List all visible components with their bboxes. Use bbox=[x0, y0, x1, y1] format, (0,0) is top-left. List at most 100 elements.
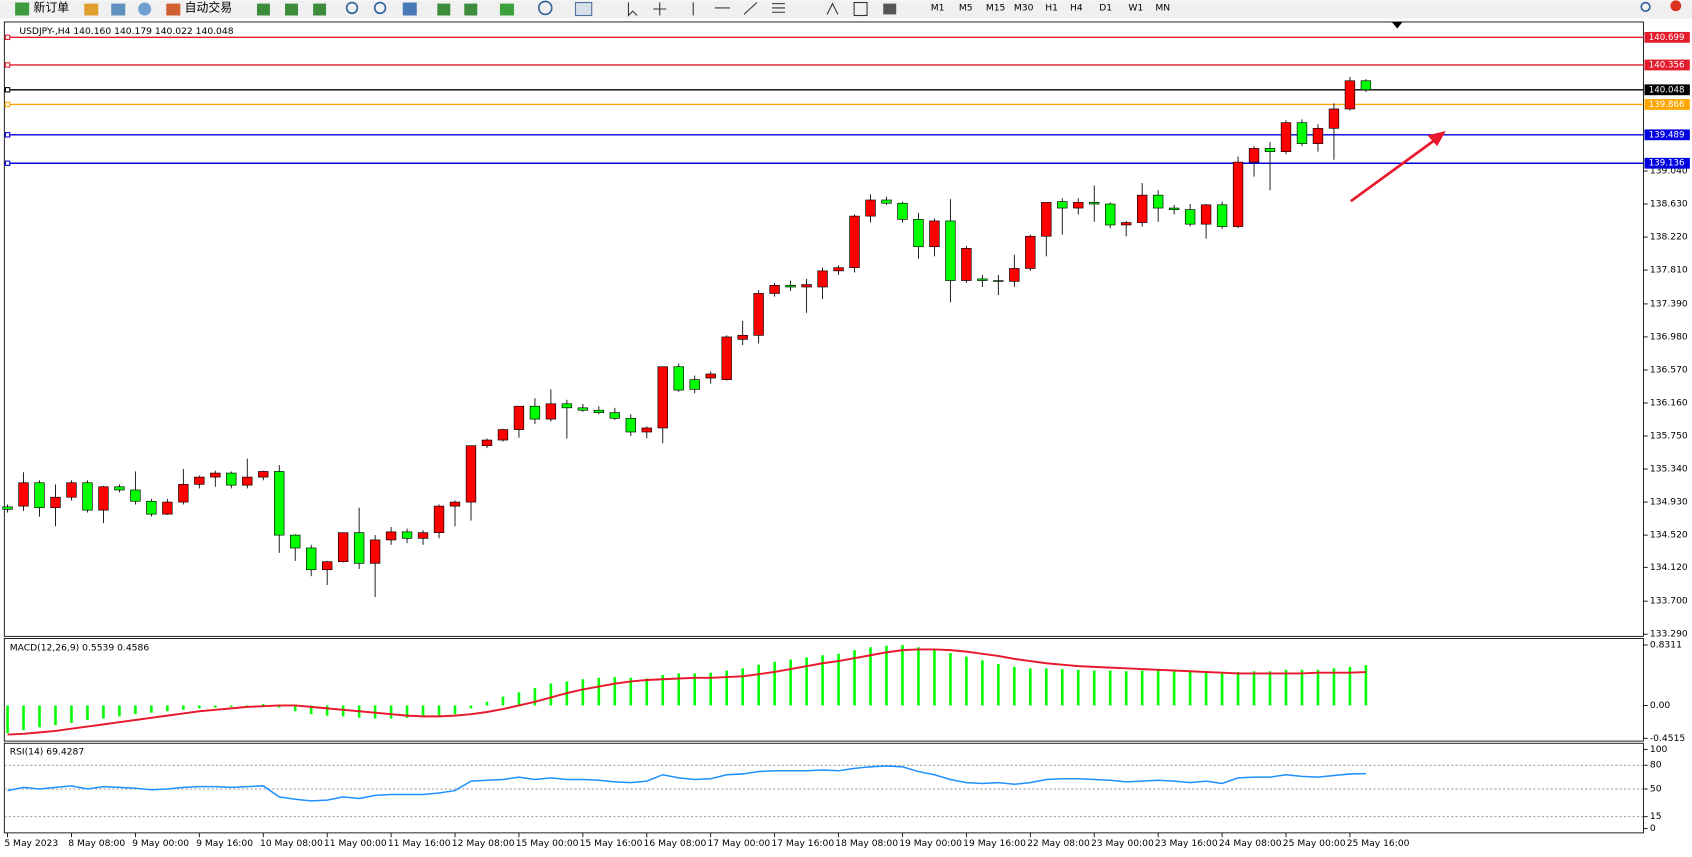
candle-body bbox=[721, 336, 732, 380]
y-tick-label: -0.4515 bbox=[1650, 733, 1686, 744]
candle-body bbox=[1105, 203, 1116, 226]
toolbar-icon[interactable] bbox=[111, 3, 126, 16]
price-label: 140.048 bbox=[1649, 85, 1685, 95]
x-tick-label: 17 May 16:00 bbox=[771, 838, 834, 849]
timeframe-button[interactable]: D1 bbox=[1099, 2, 1112, 13]
macd-bar bbox=[38, 705, 41, 728]
timeframe-button[interactable]: MN bbox=[1155, 2, 1170, 13]
y-tick-label: 136.980 bbox=[1650, 331, 1688, 342]
toolbar-icon[interactable] bbox=[402, 2, 417, 16]
auto-trading-icon[interactable] bbox=[166, 3, 181, 16]
candle-body bbox=[1232, 161, 1244, 227]
price-label-box bbox=[1644, 157, 1690, 169]
candle-body bbox=[497, 429, 509, 441]
timeframe-button[interactable]: H1 bbox=[1045, 2, 1058, 13]
toolbar-icon[interactable] bbox=[313, 3, 327, 16]
macd-bar bbox=[245, 705, 249, 706]
timeframe-button[interactable]: W1 bbox=[1128, 2, 1143, 13]
cursor-icon[interactable] bbox=[627, 2, 638, 17]
macd-title: MACD(12,26,9) 0.5539 0.4586 bbox=[10, 643, 150, 654]
macd-bar bbox=[837, 653, 840, 706]
fibo-icon[interactable] bbox=[772, 3, 785, 13]
macd-bar bbox=[70, 705, 73, 723]
toolbar-icon[interactable] bbox=[464, 3, 478, 16]
candle-body bbox=[1041, 202, 1052, 237]
indicators-icon[interactable] bbox=[499, 3, 514, 16]
macd-bar bbox=[1076, 669, 1080, 706]
candle-body bbox=[1009, 268, 1020, 282]
y-tick-label: 137.390 bbox=[1650, 298, 1688, 309]
y-tick-label: 139.040 bbox=[1650, 165, 1688, 176]
x-tick-label: 11 May 00:00 bbox=[324, 838, 387, 849]
timeframe-button[interactable]: M15 bbox=[986, 2, 1006, 13]
templates-icon[interactable] bbox=[574, 1, 593, 17]
price-label: 139.489 bbox=[1649, 130, 1685, 140]
macd-bar bbox=[597, 677, 601, 706]
level-anchor bbox=[4, 34, 11, 41]
macd-bar bbox=[293, 705, 297, 712]
label-icon[interactable] bbox=[853, 1, 868, 17]
macd-bar bbox=[677, 673, 681, 706]
toolbar-icon[interactable] bbox=[138, 2, 152, 16]
candle-body bbox=[833, 267, 844, 272]
toolbar-icon[interactable] bbox=[437, 3, 451, 16]
timeframe-button[interactable]: M30 bbox=[1014, 2, 1034, 13]
rsi-title: RSI(14) 69.4287 bbox=[10, 746, 85, 757]
macd-bar bbox=[533, 687, 537, 706]
macd-bar bbox=[581, 679, 585, 706]
macd-bar bbox=[1236, 671, 1240, 706]
y-tick-label: 134.120 bbox=[1650, 562, 1688, 573]
macd-bar bbox=[341, 705, 345, 717]
macd-bar bbox=[1364, 665, 1368, 706]
new-order-icon[interactable] bbox=[15, 2, 30, 16]
candle-body bbox=[321, 561, 333, 571]
toolbar-icon[interactable] bbox=[84, 3, 99, 16]
macd-bar bbox=[1348, 666, 1352, 706]
candle-body bbox=[2, 506, 13, 510]
macd-bar bbox=[917, 647, 920, 706]
macd-bar bbox=[517, 692, 521, 706]
macd-bar bbox=[54, 705, 57, 726]
toolbar-icon[interactable] bbox=[256, 3, 270, 16]
y-tick-label: 80 bbox=[1650, 760, 1662, 771]
chart-header: USDJPY-,H4 140.160 140.179 140.022 140.0… bbox=[19, 26, 233, 37]
candle-body bbox=[162, 501, 173, 515]
macd-bar bbox=[261, 703, 265, 706]
plot bbox=[2, 34, 1644, 818]
candle-body bbox=[897, 202, 908, 220]
y-tick-label: 136.570 bbox=[1650, 364, 1688, 375]
x-tick-label: 15 May 16:00 bbox=[580, 838, 643, 849]
candle-body bbox=[210, 472, 221, 478]
notification-icon[interactable] bbox=[1670, 0, 1682, 12]
auto-trading-button[interactable]: 自动交易 bbox=[185, 0, 232, 14]
crosshair-icon[interactable] bbox=[653, 2, 667, 16]
candle-body bbox=[1280, 122, 1292, 152]
macd-bar bbox=[725, 670, 728, 706]
candle-body bbox=[1200, 204, 1212, 225]
candle-body bbox=[1360, 80, 1372, 91]
x-tick-label: 22 May 08:00 bbox=[1027, 838, 1090, 849]
text-icon[interactable] bbox=[826, 2, 839, 15]
periods-icon[interactable] bbox=[537, 0, 553, 16]
candle-body bbox=[449, 501, 461, 507]
shapes-icon[interactable] bbox=[883, 3, 897, 15]
candle-body bbox=[801, 284, 812, 288]
new-order-button[interactable]: 新订单 bbox=[33, 0, 69, 14]
macd-bar bbox=[118, 705, 121, 717]
zoom-out-icon[interactable] bbox=[373, 1, 387, 15]
search-icon[interactable] bbox=[1640, 1, 1651, 12]
zoom-in-icon[interactable] bbox=[345, 1, 359, 15]
timeframe-button[interactable]: H4 bbox=[1070, 2, 1083, 13]
macd-bar bbox=[214, 705, 217, 708]
timeframe-button[interactable]: M5 bbox=[959, 2, 973, 13]
y-tick-label: 0 bbox=[1650, 823, 1656, 834]
toolbar-icon[interactable] bbox=[285, 3, 299, 16]
trendline-icon[interactable] bbox=[743, 2, 758, 15]
timeframe-button[interactable]: M1 bbox=[931, 2, 945, 13]
candle-body bbox=[769, 285, 780, 294]
macd-bar bbox=[389, 705, 393, 719]
candle-body bbox=[242, 476, 253, 486]
